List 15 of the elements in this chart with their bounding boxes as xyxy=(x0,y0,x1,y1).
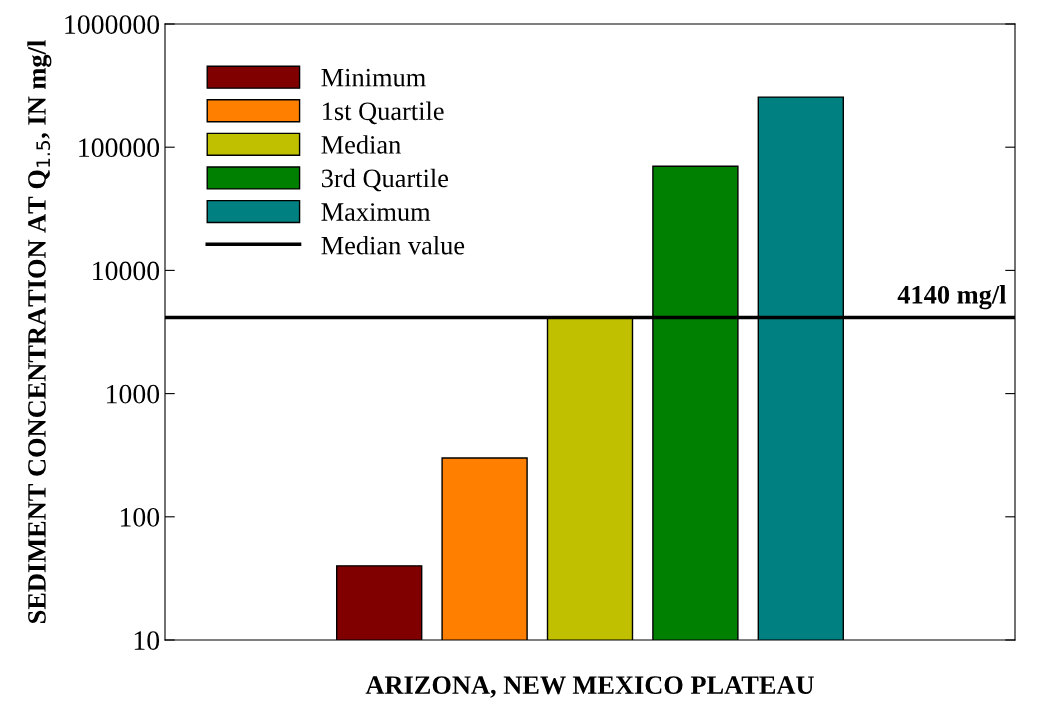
legend-label: 3rd Quartile xyxy=(321,168,449,192)
y-tick-label: 10 xyxy=(134,631,160,650)
legend-label: Median xyxy=(321,135,401,154)
legend-label: Median value xyxy=(321,235,465,255)
y-tick-label: 1000 xyxy=(107,384,160,404)
y-tick-label: 10000 xyxy=(93,261,160,281)
x-axis-title: ARIZONA, NEW MEXICO PLATEAU xyxy=(365,676,814,698)
y-axis-title: SEDIMENT CONCENTRATION AT Q$_{1.5}$, IN mg/l xyxy=(27,40,52,623)
y-tick-label: 1000000 xyxy=(65,15,160,34)
annotation: 4140 mg/l xyxy=(897,285,1007,310)
legend-label: Minimum xyxy=(321,68,426,87)
y-tick-label: 100000 xyxy=(79,138,160,158)
legend-label: 1st Quartile xyxy=(323,101,444,125)
y-tick-label: 100 xyxy=(120,507,160,527)
legend-label: Maximum xyxy=(321,203,431,221)
